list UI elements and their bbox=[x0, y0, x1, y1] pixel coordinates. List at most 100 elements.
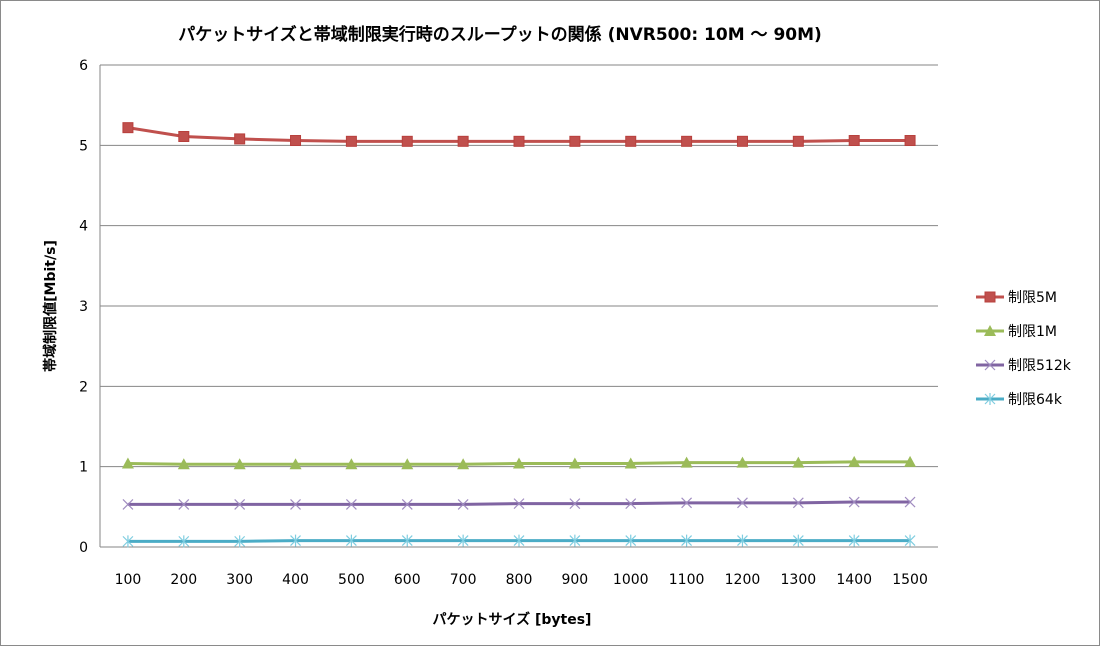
legend-item: 制限1M bbox=[976, 324, 1057, 340]
y-tick-label: 1 bbox=[79, 460, 88, 476]
series-0 bbox=[122, 122, 916, 147]
data-point bbox=[457, 498, 469, 510]
legend-label: 制限5M bbox=[1008, 290, 1057, 306]
data-point bbox=[569, 534, 581, 547]
x-tick-label: 1400 bbox=[836, 572, 872, 588]
data-point bbox=[457, 534, 469, 547]
data-point bbox=[792, 497, 804, 509]
data-point bbox=[681, 135, 693, 147]
data-point bbox=[848, 455, 861, 467]
x-tick-label: 400 bbox=[282, 572, 309, 588]
data-point bbox=[401, 534, 413, 547]
series-3 bbox=[122, 534, 916, 548]
data-point bbox=[736, 456, 749, 468]
legend-label: 制限512k bbox=[1008, 358, 1072, 374]
x-tick-label: 200 bbox=[170, 572, 197, 588]
data-point bbox=[345, 534, 357, 547]
data-point bbox=[401, 498, 413, 510]
y-tick-label: 3 bbox=[79, 299, 88, 315]
legend-item: 制限512k bbox=[976, 358, 1072, 374]
data-point bbox=[848, 534, 860, 547]
legend-item: 制限64k bbox=[976, 392, 1063, 408]
data-point bbox=[792, 534, 804, 547]
x-tick-label: 800 bbox=[506, 572, 533, 588]
data-point bbox=[233, 458, 246, 470]
legend-item: 制限5M bbox=[976, 290, 1057, 306]
data-point bbox=[234, 498, 246, 510]
data-point bbox=[681, 497, 693, 509]
data-point bbox=[625, 534, 637, 547]
data-point bbox=[984, 393, 996, 405]
data-point bbox=[290, 534, 301, 547]
y-tick-label: 0 bbox=[79, 540, 88, 556]
data-point bbox=[457, 135, 469, 147]
data-point bbox=[680, 456, 693, 468]
x-tick-label: 1100 bbox=[669, 572, 705, 588]
data-point bbox=[984, 291, 996, 303]
legend-label: 制限64k bbox=[1008, 392, 1063, 408]
data-point bbox=[624, 457, 637, 469]
x-tick-label: 1000 bbox=[613, 572, 649, 588]
x-tick-label: 300 bbox=[226, 572, 253, 588]
y-tick-label: 2 bbox=[79, 379, 88, 395]
data-point bbox=[984, 359, 996, 371]
data-point bbox=[568, 457, 581, 469]
data-point bbox=[121, 457, 134, 469]
data-point bbox=[289, 458, 302, 470]
y-tick-label: 5 bbox=[79, 138, 88, 154]
data-point bbox=[625, 135, 637, 147]
x-tick-label: 1500 bbox=[892, 572, 928, 588]
data-point bbox=[345, 458, 358, 470]
data-point bbox=[457, 458, 470, 470]
chart-title: パケットサイズと帯域制限実行時のスループットの関係 (NVR500: 10M ～… bbox=[178, 24, 822, 45]
data-point bbox=[569, 498, 581, 510]
data-point bbox=[984, 325, 996, 336]
data-point bbox=[848, 135, 860, 147]
data-point bbox=[569, 135, 581, 147]
legend-label: 制限1M bbox=[1008, 324, 1057, 340]
data-point bbox=[401, 135, 413, 147]
data-point bbox=[178, 130, 190, 142]
data-point bbox=[122, 122, 134, 134]
x-tick-label: 1300 bbox=[781, 572, 817, 588]
y-axis-label: 帯域制限値[Mbit/s] bbox=[42, 240, 59, 372]
data-point bbox=[290, 135, 302, 147]
data-point bbox=[122, 535, 134, 548]
data-point bbox=[178, 535, 190, 548]
data-point bbox=[904, 135, 916, 147]
data-point bbox=[513, 457, 525, 469]
y-tick-label: 4 bbox=[79, 219, 88, 235]
data-point bbox=[345, 498, 357, 510]
data-point bbox=[625, 498, 637, 510]
data-point bbox=[904, 496, 916, 508]
data-point bbox=[792, 135, 804, 147]
x-tick-label: 100 bbox=[115, 572, 142, 588]
data-point bbox=[513, 498, 525, 510]
data-point bbox=[736, 135, 748, 147]
y-tick-label: 6 bbox=[79, 58, 88, 74]
x-tick-label: 700 bbox=[450, 572, 477, 588]
data-point bbox=[234, 133, 246, 145]
series-2 bbox=[122, 496, 916, 510]
x-tick-label: 500 bbox=[338, 572, 365, 588]
data-point bbox=[177, 458, 190, 470]
data-point bbox=[737, 534, 748, 547]
data-point bbox=[737, 497, 748, 509]
series-1 bbox=[121, 455, 917, 470]
x-axis-label: パケットサイズ [bytes] bbox=[433, 611, 592, 628]
data-point bbox=[513, 534, 525, 547]
x-tick-label: 600 bbox=[394, 572, 421, 588]
data-point bbox=[401, 458, 414, 470]
x-tick-label: 1200 bbox=[725, 572, 761, 588]
data-point bbox=[345, 135, 357, 147]
data-point bbox=[513, 135, 525, 147]
data-point bbox=[681, 534, 693, 547]
data-point bbox=[904, 455, 917, 467]
x-tick-label: 900 bbox=[561, 572, 588, 588]
data-point bbox=[792, 456, 805, 468]
data-point bbox=[234, 535, 246, 548]
data-point bbox=[122, 498, 134, 510]
data-point bbox=[904, 534, 916, 547]
data-point bbox=[178, 498, 190, 510]
